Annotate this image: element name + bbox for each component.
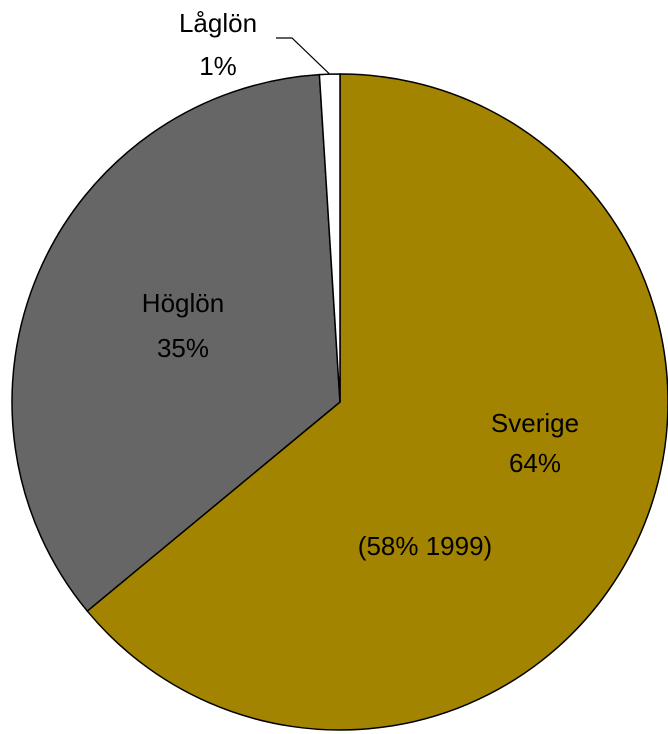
slice-label: Höglön xyxy=(142,288,224,318)
slice-label: Sverige xyxy=(491,408,579,438)
pie-slice xyxy=(86,73,668,731)
slice-value-label: 1% xyxy=(199,51,237,81)
annotation: (58% 1999) xyxy=(358,531,492,561)
slice-value-label: 64% xyxy=(509,448,561,478)
pie-slice xyxy=(11,73,341,613)
pie-slice xyxy=(318,73,341,403)
slice-label: Låglön xyxy=(179,8,257,38)
leader-line xyxy=(276,37,331,75)
slice-value-label: 35% xyxy=(157,333,209,363)
